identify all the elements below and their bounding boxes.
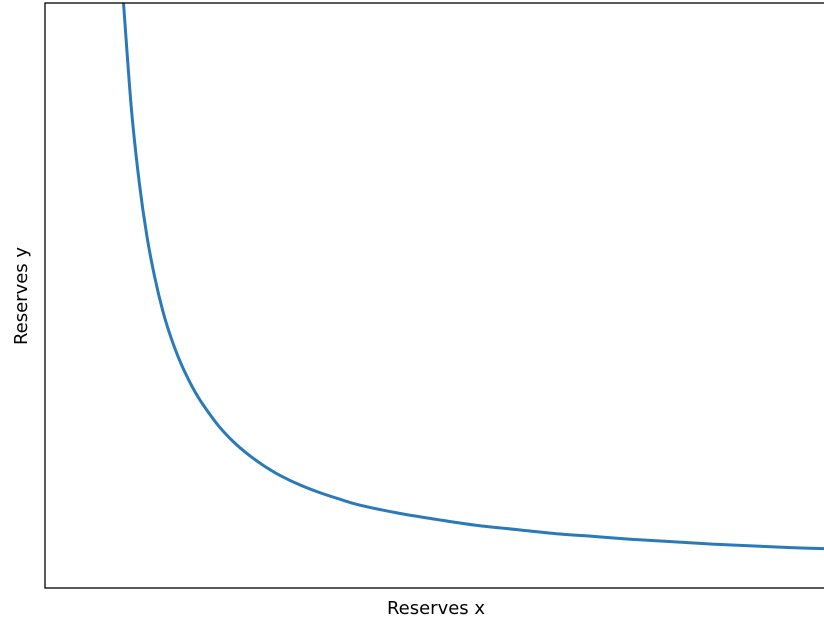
series-layer <box>122 3 824 551</box>
series-line-0 <box>122 3 824 551</box>
plot-area <box>45 3 824 588</box>
plot-frame <box>44 2 824 589</box>
y-axis-label: Reserves y <box>11 247 32 345</box>
x-axis-label: Reserves x <box>387 598 485 619</box>
